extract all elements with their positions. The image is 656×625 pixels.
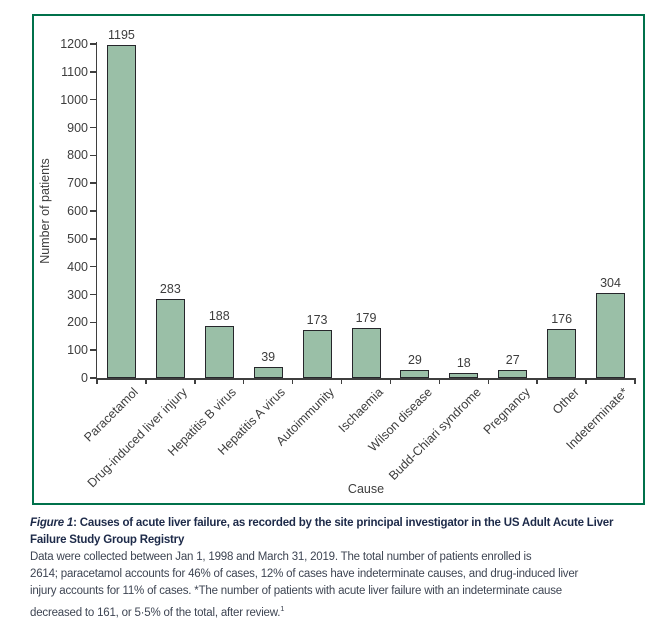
bar-value-label: 304 xyxy=(600,276,621,291)
figure-label: Figure 1 xyxy=(30,517,74,529)
y-tick-label: 100 xyxy=(67,343,88,358)
x-tick-mark xyxy=(340,378,343,384)
bar-hepatitis-a-virus xyxy=(253,367,283,378)
caption-body: Data were collected between Jan 1, 1998 … xyxy=(30,549,656,622)
x-tick-mark xyxy=(145,378,147,384)
x-tick-mark xyxy=(96,378,98,384)
y-tick-label: 200 xyxy=(67,315,88,330)
bar-other xyxy=(547,329,577,378)
bar-value-label: 188 xyxy=(208,308,230,323)
category-label-pregnancy: Pregnancy xyxy=(480,385,533,438)
y-tick-mark xyxy=(89,321,96,324)
bar-wilson-disease xyxy=(400,369,430,378)
x-tick-mark xyxy=(389,378,392,384)
x-axis-title: Cause xyxy=(347,482,385,496)
y-tick-mark xyxy=(89,71,96,73)
caption-title: Figure 1: Causes of acute liver failure,… xyxy=(30,515,656,549)
bar-paracetamol xyxy=(106,45,136,378)
x-tick-mark xyxy=(242,378,245,384)
caption-body-line: 2614; paracetamol accounts for 46% of ca… xyxy=(30,568,579,580)
y-tick-mark xyxy=(89,98,96,101)
chart-frame: Number of patients Cause 0 100 200 300 400 50… xyxy=(32,14,645,505)
bar-value-label: 1195 xyxy=(108,28,135,43)
bar-value-label: 179 xyxy=(355,311,377,326)
y-tick-mark xyxy=(89,43,96,45)
y-tick-label: 700 xyxy=(67,176,88,191)
caption-title-line-1: Figure 1: Causes of acute liver failure,… xyxy=(30,515,656,532)
y-tick-label: 1200 xyxy=(60,37,88,51)
x-tick-mark xyxy=(194,378,196,384)
bar-indeterminate xyxy=(596,293,626,378)
bar-value-label: 29 xyxy=(407,352,422,367)
reference-superscript: 1 xyxy=(280,604,285,613)
bar-value-label: 18 xyxy=(456,355,471,370)
x-tick-mark xyxy=(634,378,636,384)
bar-ischaemia xyxy=(351,328,381,378)
y-tick-mark xyxy=(89,126,96,129)
y-tick-label: 300 xyxy=(67,287,88,302)
bar-autoimmunity xyxy=(302,329,332,378)
y-tick-mark xyxy=(89,154,96,157)
bar-value-label: 173 xyxy=(306,312,328,327)
bar-drug-induced-liver-injury xyxy=(155,299,185,378)
caption-body-line: Data were collected between Jan 1, 1998 … xyxy=(30,551,532,563)
y-tick-label: 1000 xyxy=(60,92,88,107)
y-tick-label: 900 xyxy=(67,120,88,135)
y-tick-mark xyxy=(89,182,96,184)
y-axis-line xyxy=(95,42,97,379)
caption-title-line-2: Failure Study Group Registry xyxy=(30,534,185,546)
x-tick-mark xyxy=(438,378,441,384)
y-tick-label: 800 xyxy=(67,148,88,163)
y-tick-label: 1100 xyxy=(61,64,88,79)
x-tick-mark xyxy=(291,378,294,384)
bar-value-label: 27 xyxy=(505,353,520,368)
y-tick-mark xyxy=(89,265,96,268)
y-tick-mark xyxy=(89,238,96,240)
y-tick-label: 0 xyxy=(81,371,88,385)
category-label-budd-chiari-syndrome: Budd-Chiari syndrome xyxy=(385,385,484,483)
caption-body-text: decreased to 161, or 5·5% of the total, … xyxy=(30,606,281,619)
bar-value-label: 39 xyxy=(261,350,276,365)
y-tick-label: 400 xyxy=(67,259,88,274)
x-axis-line xyxy=(95,378,636,380)
y-tick-label: 500 xyxy=(67,231,88,246)
caption-body-line: decreased to 161, or 5·5% of the total, … xyxy=(30,600,656,622)
bar-budd-chiari-syndrome xyxy=(449,372,479,378)
category-label-other: Other xyxy=(549,385,582,418)
x-tick-mark xyxy=(585,378,587,384)
x-tick-mark xyxy=(536,378,538,384)
bar-value-label: 283 xyxy=(159,282,181,297)
figure-caption: Figure 1: Causes of acute liver failure,… xyxy=(30,515,656,622)
bar-hepatitis-b-virus xyxy=(204,325,234,378)
y-tick-mark xyxy=(89,210,96,212)
bar-pregnancy xyxy=(498,370,528,378)
category-label-ischaemia: Ischaemia xyxy=(335,385,386,436)
y-tick-mark xyxy=(89,377,96,379)
y-tick-mark xyxy=(89,293,96,296)
y-tick-mark xyxy=(89,349,96,351)
caption-title-text: : Causes of acute liver failure, as reco… xyxy=(73,517,614,529)
bar-value-label: 176 xyxy=(551,312,573,326)
x-tick-mark xyxy=(487,378,490,384)
y-tick-label: 600 xyxy=(67,204,88,218)
caption-body-line: injury accounts for 11% of cases. *The n… xyxy=(30,585,562,597)
